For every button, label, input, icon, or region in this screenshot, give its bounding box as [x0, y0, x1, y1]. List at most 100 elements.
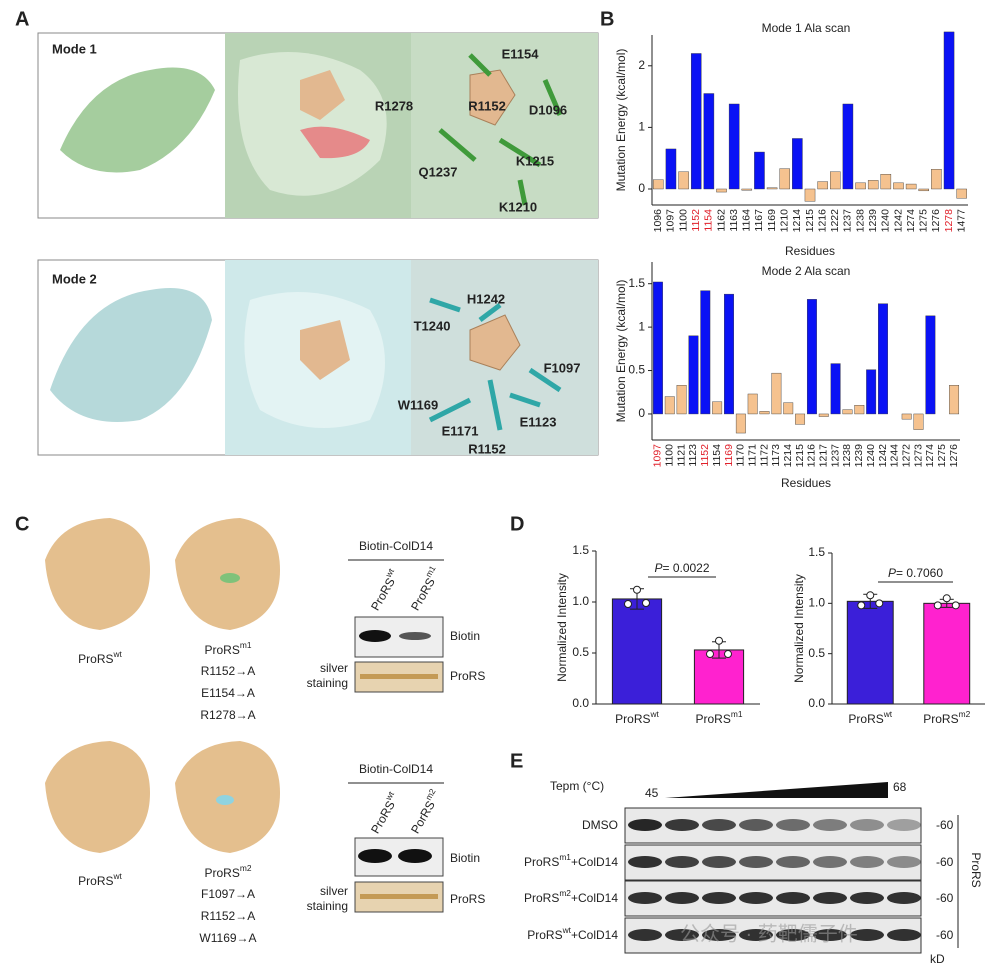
band — [887, 819, 921, 831]
bar — [735, 413, 746, 434]
blot-title: Biotin-ColD14 — [359, 762, 433, 776]
x-tick-label: 1173 — [770, 444, 782, 467]
label-part: = 0.7060 — [896, 566, 943, 580]
residue-label: R1152 — [468, 441, 506, 456]
band — [776, 892, 810, 904]
residue-label: H1242 — [467, 291, 505, 306]
band — [813, 892, 847, 904]
bar — [806, 299, 817, 415]
bar — [716, 188, 727, 193]
band — [887, 929, 921, 941]
superscript: m1 — [240, 640, 252, 650]
y-axis-label: Mutation Energy (kcal/mol) — [614, 49, 628, 192]
x-tick-label: 1273 — [912, 444, 924, 468]
bar — [665, 148, 677, 190]
label-part: ProRS — [524, 855, 559, 869]
label-part: ProRS — [78, 652, 113, 666]
x-tick-label: 1216 — [816, 209, 828, 233]
label-part: P — [888, 566, 896, 580]
protein-label: ProRSm1 — [205, 640, 252, 657]
residue-label: E1154 — [502, 46, 540, 61]
residue-label: T1240 — [414, 318, 451, 333]
mutation: E1154→A — [201, 686, 255, 700]
band — [739, 892, 773, 904]
ligand — [469, 314, 521, 371]
y-tick-label: 1.5 — [572, 543, 589, 557]
band — [360, 674, 438, 679]
x-tick-label: 1244 — [889, 444, 901, 468]
residue-label: E1123 — [520, 414, 557, 429]
x-tick-label: 1238 — [841, 444, 853, 468]
x-tick-label: 1215 — [804, 209, 816, 233]
bar — [724, 293, 734, 415]
bar — [611, 598, 663, 705]
label-part: ProRS — [368, 798, 398, 836]
band — [850, 892, 884, 904]
residue-label: K1210 — [499, 199, 537, 214]
bar — [792, 138, 803, 190]
band — [702, 929, 736, 941]
superscript: wt — [112, 871, 122, 881]
x-tick-label: 1171 — [746, 444, 758, 467]
x-tick-label: 1242 — [877, 444, 889, 468]
y-tick-label: 1.5 — [628, 276, 645, 290]
bar — [893, 182, 904, 190]
x-tick-label: 1477 — [955, 209, 967, 233]
ligand — [469, 69, 516, 126]
protein-label: ProRSwt — [78, 871, 122, 888]
residue-label: R1278 — [375, 98, 413, 113]
y-tick-label: 0.5 — [628, 363, 645, 377]
band — [776, 819, 810, 831]
band — [665, 929, 699, 941]
bar — [693, 649, 745, 705]
data-point — [706, 650, 714, 659]
panel-label: D — [510, 513, 524, 535]
bar — [905, 183, 917, 190]
x-tick-label: ProRSm2 — [923, 709, 970, 726]
x-tick-label: 1154 — [703, 209, 715, 232]
label-part: ProRS — [205, 643, 240, 657]
bar — [830, 171, 841, 190]
label-part: P — [654, 561, 662, 575]
bar — [653, 179, 664, 190]
mutation-site — [220, 573, 240, 583]
bar — [923, 602, 971, 705]
band — [359, 630, 391, 642]
surface-blob — [300, 126, 370, 159]
x-tick-label: 1237 — [842, 209, 854, 233]
band — [776, 929, 810, 941]
x-tick-label: 1275 — [918, 209, 930, 233]
stain-label: silver — [320, 884, 348, 898]
band — [665, 892, 699, 904]
bar — [842, 409, 853, 415]
label-part: ProRS — [205, 866, 240, 880]
bar — [741, 188, 753, 191]
x-tick-label: 1237 — [829, 444, 841, 468]
surface-blob — [238, 52, 387, 196]
x-tick-label: ProRSm1 — [696, 709, 743, 726]
band — [628, 819, 662, 831]
bar — [676, 385, 687, 415]
panel-label: E — [510, 750, 523, 772]
bar — [703, 93, 715, 190]
x-tick-label: 1096 — [652, 209, 664, 233]
residue-label: R1152 — [468, 98, 506, 113]
bar — [712, 401, 723, 415]
y-tick-label: 0.0 — [808, 696, 825, 710]
x-tick-label: 1214 — [782, 444, 794, 468]
bar — [771, 372, 782, 415]
x-tick-label: 1164 — [741, 209, 753, 232]
x-tick-label: 1239 — [853, 444, 865, 468]
mode-title: Mode 2 — [52, 271, 97, 286]
band — [813, 929, 847, 941]
data-point — [715, 636, 723, 645]
x-axis-label: Residues — [785, 244, 835, 258]
band — [665, 819, 699, 831]
cartoon — [60, 67, 215, 173]
band — [358, 849, 392, 863]
band — [399, 632, 431, 640]
data-point — [857, 601, 866, 610]
stain-label: silver — [320, 661, 348, 675]
label-part: +ColD14 — [571, 855, 618, 869]
